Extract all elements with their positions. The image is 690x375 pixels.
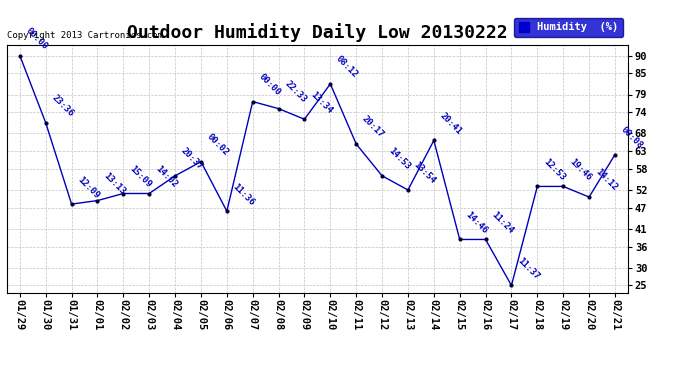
Text: 00:02: 00:02 bbox=[205, 132, 230, 158]
Legend: Humidity  (%): Humidity (%) bbox=[514, 18, 622, 37]
Title: Outdoor Humidity Daily Low 20130222: Outdoor Humidity Daily Low 20130222 bbox=[127, 23, 508, 42]
Text: 11:36: 11:36 bbox=[231, 182, 257, 207]
Text: 12:09: 12:09 bbox=[76, 175, 101, 200]
Text: 08:12: 08:12 bbox=[335, 54, 360, 80]
Text: 12:53: 12:53 bbox=[542, 157, 567, 182]
Text: 13:34: 13:34 bbox=[308, 90, 334, 115]
Text: 13:54: 13:54 bbox=[412, 160, 437, 186]
Text: 22:33: 22:33 bbox=[283, 79, 308, 105]
Text: 14:46: 14:46 bbox=[464, 210, 489, 235]
Text: 20:17: 20:17 bbox=[360, 114, 386, 140]
Text: 14:12: 14:12 bbox=[593, 168, 619, 193]
Text: 20:41: 20:41 bbox=[438, 111, 464, 136]
Text: 11:24: 11:24 bbox=[490, 210, 515, 235]
Text: 14:53: 14:53 bbox=[386, 146, 412, 172]
Text: 23:36: 23:36 bbox=[50, 93, 75, 118]
Text: 11:37: 11:37 bbox=[515, 256, 541, 281]
Text: 00:08: 00:08 bbox=[619, 125, 644, 150]
Text: 15:09: 15:09 bbox=[128, 164, 153, 189]
Text: 14:02: 14:02 bbox=[153, 164, 179, 189]
Text: 00:00: 00:00 bbox=[257, 72, 282, 98]
Text: Copyright 2013 Cartronics.com: Copyright 2013 Cartronics.com bbox=[7, 31, 163, 40]
Text: 13:13: 13:13 bbox=[101, 171, 127, 196]
Text: 20:37: 20:37 bbox=[179, 146, 205, 172]
Text: 00:00: 00:00 bbox=[24, 26, 50, 51]
Text: 19:46: 19:46 bbox=[567, 157, 593, 182]
